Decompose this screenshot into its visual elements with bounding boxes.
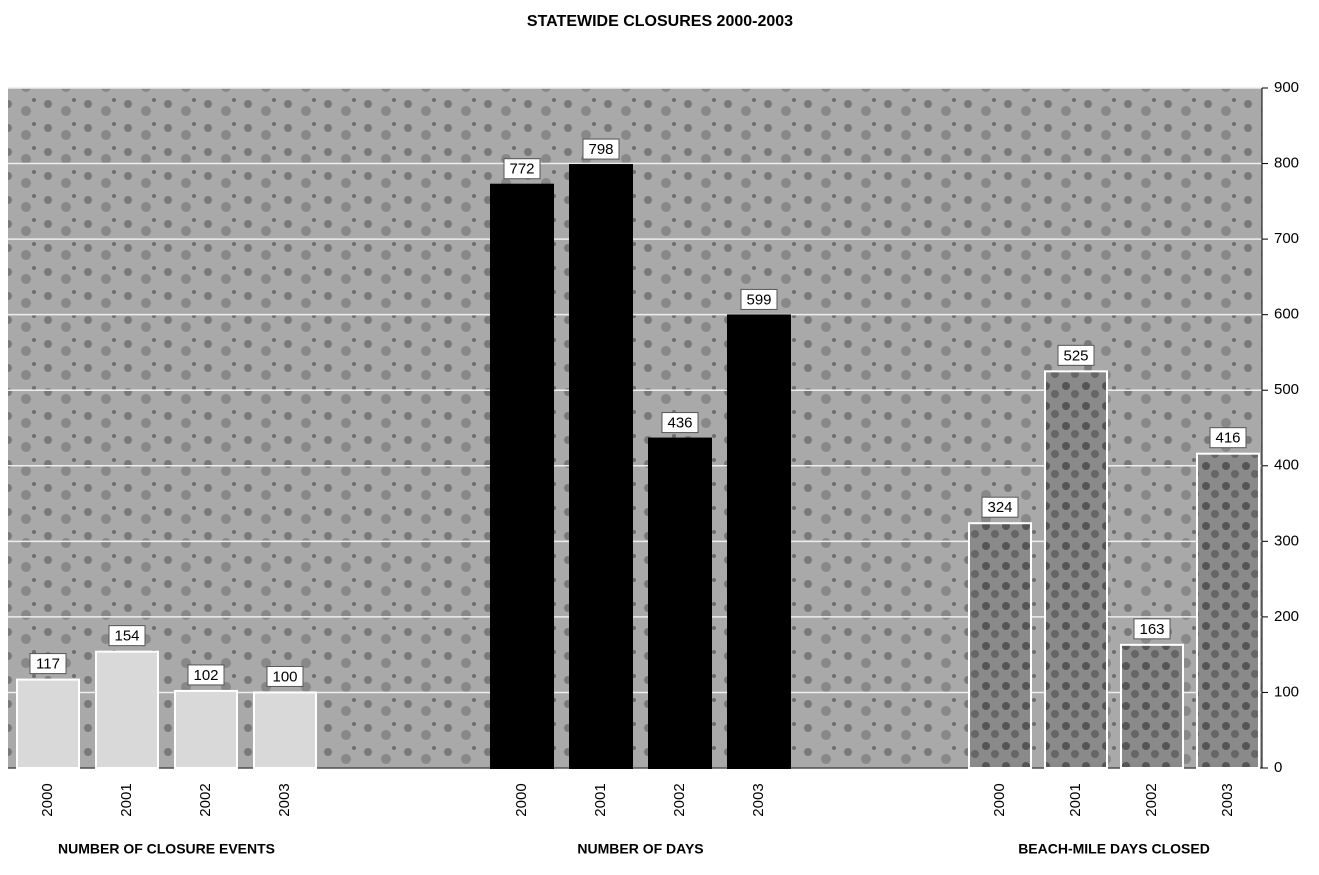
- group-label: BEACH-MILE DAYS CLOSED: [1018, 841, 1210, 857]
- value-label: 436: [667, 415, 692, 432]
- bar: [1196, 452, 1260, 769]
- bar: [253, 691, 317, 770]
- value-label-box: [1057, 344, 1095, 366]
- value-label-box: [266, 665, 304, 687]
- y-tick-label: 800: [1274, 155, 1299, 172]
- y-tick-label: 200: [1274, 608, 1299, 625]
- y-tick-label: 400: [1274, 457, 1299, 474]
- bar: [174, 689, 238, 770]
- x-tick-label: 2003: [1219, 783, 1236, 816]
- value-label-box: [1209, 427, 1247, 449]
- x-tick-label: 2000: [513, 783, 530, 816]
- bar: [648, 437, 712, 769]
- group-label: NUMBER OF CLOSURE EVENTS: [58, 841, 275, 857]
- value-label: 416: [1215, 430, 1240, 447]
- value-label: 102: [193, 667, 218, 684]
- value-label-box: [187, 664, 225, 686]
- value-label-box: [503, 158, 541, 180]
- value-label-box: [1133, 618, 1171, 640]
- value-label: 772: [509, 161, 534, 178]
- bar: [490, 183, 554, 769]
- bar: [1120, 643, 1184, 769]
- group-label: NUMBER OF DAYS: [577, 841, 703, 857]
- value-label-box: [582, 138, 620, 160]
- y-tick-label: 500: [1274, 381, 1299, 398]
- value-label: 154: [114, 628, 139, 645]
- value-label-box: [981, 496, 1019, 518]
- x-tick-label: 2001: [118, 783, 135, 816]
- value-label: 798: [588, 141, 613, 158]
- value-label: 599: [746, 291, 771, 308]
- x-tick-label: 2003: [750, 783, 767, 816]
- bar: [16, 678, 80, 769]
- bar: [968, 522, 1032, 770]
- x-tick-label: 2001: [592, 783, 609, 816]
- value-label: 525: [1063, 347, 1088, 364]
- y-tick-label: 0: [1274, 759, 1282, 776]
- x-tick-label: 2001: [1067, 783, 1084, 816]
- value-label-box: [108, 625, 146, 647]
- y-tick-label: 300: [1274, 532, 1299, 549]
- bar: [569, 164, 633, 770]
- y-tick-label: 700: [1274, 230, 1299, 247]
- x-tick-label: 2000: [991, 783, 1008, 816]
- x-tick-label: 2002: [671, 783, 688, 816]
- y-tick-label: 600: [1274, 306, 1299, 323]
- chart-title: STATEWIDE CLOSURES 2000-2003: [527, 13, 793, 30]
- y-tick-label: 100: [1274, 683, 1299, 700]
- x-tick-label: 2003: [276, 783, 293, 816]
- x-tick-label: 2002: [197, 783, 214, 816]
- bar: [727, 314, 791, 769]
- value-label-box: [29, 653, 67, 675]
- bar: [1044, 370, 1108, 769]
- value-label: 117: [36, 656, 60, 673]
- x-tick-label: 2002: [1143, 783, 1160, 816]
- x-tick-label: 2000: [39, 783, 56, 816]
- value-label: 100: [272, 668, 297, 685]
- value-label-box: [740, 288, 778, 310]
- bar: [95, 650, 159, 770]
- value-label: 163: [1139, 621, 1164, 638]
- value-label: 324: [987, 499, 1012, 516]
- y-tick-label: 900: [1274, 79, 1299, 96]
- value-label-box: [661, 412, 699, 434]
